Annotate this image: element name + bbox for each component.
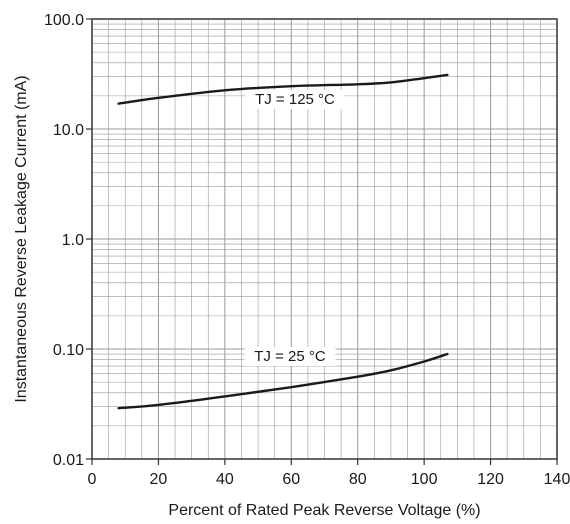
x-tick-label: 40 <box>216 471 234 488</box>
series-label-background <box>244 347 336 366</box>
x-tick-label: 140 <box>544 471 570 488</box>
y-tick-label: 100.0 <box>44 12 84 29</box>
series-label-tj-125c: TJ = 125 °C <box>255 91 335 108</box>
y-axis-ticks: 0.01 0.10 1.0 10.0 100.0 <box>44 12 92 469</box>
y-tick-label: 0.10 <box>53 342 84 359</box>
curves <box>117 73 449 410</box>
x-axis-label: Percent of Rated Peak Reverse Voltage (%… <box>168 502 480 519</box>
x-tick-label: 80 <box>349 471 367 488</box>
x-tick-label: 0 <box>88 471 97 488</box>
x-tick-label: 120 <box>477 471 504 488</box>
y-tick-label: 1.0 <box>62 232 84 249</box>
series-labels: TJ = 125 °C TJ = 25 °C <box>244 90 345 366</box>
x-tick-label: 100 <box>411 471 438 488</box>
x-tick-label: 20 <box>150 471 168 488</box>
x-tick-label: 60 <box>282 471 300 488</box>
x-axis-ticks: 0 20 40 60 80 100 120 140 <box>88 459 570 488</box>
series-label-background <box>245 90 345 109</box>
y-tick-label: 0.01 <box>53 452 84 469</box>
series-label-tj-25c: TJ = 25 °C <box>254 348 326 365</box>
y-tick-label: 10.0 <box>53 122 84 139</box>
series-line-tj-125c <box>117 73 449 105</box>
series-line-tj-25c <box>117 352 449 410</box>
y-axis-label: Instantaneous Reverse Leakage Current (m… <box>13 75 30 402</box>
